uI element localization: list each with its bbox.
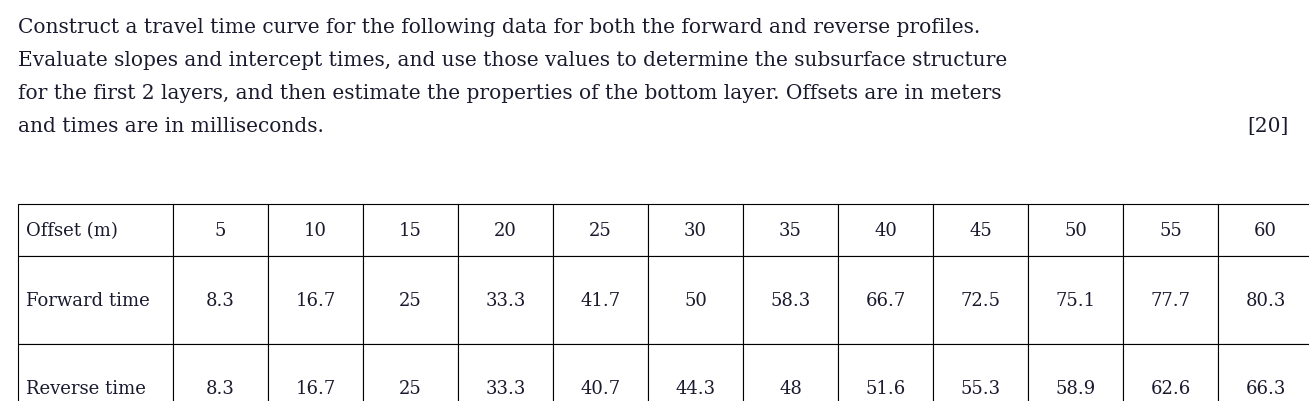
Bar [1123, 205, 1217, 256]
Bar [648, 344, 744, 401]
Text: 45: 45 [969, 221, 992, 239]
Bar [744, 205, 838, 256]
Bar [744, 344, 838, 401]
Text: 51.6: 51.6 [865, 379, 906, 397]
Bar [1217, 205, 1309, 256]
Text: 60: 60 [1254, 221, 1278, 239]
Text: 10: 10 [304, 221, 327, 239]
Bar [1028, 344, 1123, 401]
Text: for the first 2 layers, and then estimate the properties of the bottom layer. Of: for the first 2 layers, and then estimat… [18, 84, 1001, 103]
Text: 48: 48 [779, 379, 802, 397]
Bar [838, 344, 933, 401]
Text: 25: 25 [589, 221, 611, 239]
Text: 50: 50 [685, 291, 707, 309]
Text: 20: 20 [493, 221, 517, 239]
Text: 33.3: 33.3 [486, 291, 526, 309]
Text: Evaluate slopes and intercept times, and use those values to determine the subsu: Evaluate slopes and intercept times, and… [18, 51, 1007, 70]
Text: 16.7: 16.7 [296, 291, 335, 309]
Bar [1028, 205, 1123, 256]
Bar [173, 256, 268, 344]
Bar [363, 256, 458, 344]
Text: 8.3: 8.3 [206, 291, 234, 309]
Text: 66.3: 66.3 [1245, 379, 1285, 397]
Bar [1217, 344, 1309, 401]
Text: 33.3: 33.3 [486, 379, 526, 397]
Bar [552, 344, 648, 401]
Bar [173, 344, 268, 401]
Text: 40.7: 40.7 [580, 379, 620, 397]
Text: 80.3: 80.3 [1245, 291, 1285, 309]
Text: 77.7: 77.7 [1151, 291, 1190, 309]
Text: [20]: [20] [1247, 117, 1289, 136]
Bar [173, 205, 268, 256]
Text: 55: 55 [1160, 221, 1182, 239]
Bar [1123, 344, 1217, 401]
Text: 75.1: 75.1 [1055, 291, 1096, 309]
Text: 58.3: 58.3 [771, 291, 810, 309]
Text: Reverse time: Reverse time [26, 379, 145, 397]
Text: 72.5: 72.5 [961, 291, 1000, 309]
Text: and times are in milliseconds.: and times are in milliseconds. [18, 117, 323, 136]
Text: 50: 50 [1064, 221, 1086, 239]
Text: 55.3: 55.3 [961, 379, 1000, 397]
Text: 30: 30 [685, 221, 707, 239]
Bar [268, 344, 363, 401]
Text: 25: 25 [399, 379, 421, 397]
Bar [744, 256, 838, 344]
Text: 40: 40 [874, 221, 897, 239]
Bar [1123, 256, 1217, 344]
Bar [933, 205, 1028, 256]
Bar [552, 256, 648, 344]
Bar [838, 256, 933, 344]
Bar [268, 205, 363, 256]
Bar [363, 205, 458, 256]
Bar [363, 344, 458, 401]
Bar [552, 205, 648, 256]
Text: 5: 5 [215, 221, 226, 239]
Bar [933, 344, 1028, 401]
Bar [18, 205, 173, 256]
Bar [838, 205, 933, 256]
Bar [458, 256, 552, 344]
Text: Construct a travel time curve for the following data for both the forward and re: Construct a travel time curve for the fo… [18, 18, 980, 37]
Text: 62.6: 62.6 [1151, 379, 1191, 397]
Text: 16.7: 16.7 [296, 379, 335, 397]
Bar [458, 344, 552, 401]
Bar [458, 205, 552, 256]
Text: 15: 15 [399, 221, 421, 239]
Text: 58.9: 58.9 [1055, 379, 1096, 397]
Text: Offset (m): Offset (m) [26, 221, 118, 239]
Bar [1028, 256, 1123, 344]
Text: 35: 35 [779, 221, 802, 239]
Text: 25: 25 [399, 291, 421, 309]
Text: 66.7: 66.7 [865, 291, 906, 309]
Text: 41.7: 41.7 [580, 291, 620, 309]
Bar [933, 256, 1028, 344]
Bar [18, 256, 173, 344]
Bar [648, 256, 744, 344]
Text: Forward time: Forward time [26, 291, 149, 309]
Bar [648, 205, 744, 256]
Bar [1217, 256, 1309, 344]
Bar [18, 344, 173, 401]
Text: 8.3: 8.3 [206, 379, 234, 397]
Text: 44.3: 44.3 [675, 379, 716, 397]
Bar [268, 256, 363, 344]
